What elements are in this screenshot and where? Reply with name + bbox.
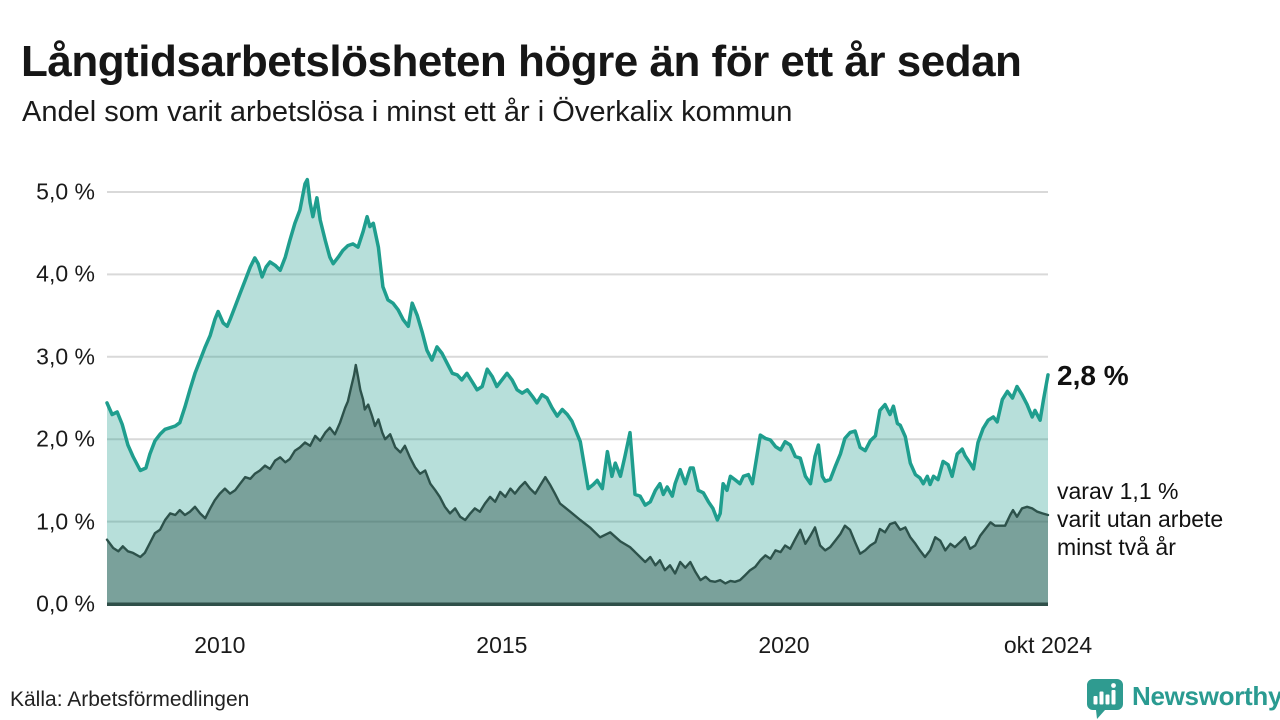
x-tick-label: 2010 — [194, 632, 246, 658]
y-tick-label: 4,0 % — [36, 260, 95, 287]
chart-subtitle: Andel som varit arbetslösa i minst ett å… — [22, 96, 793, 128]
newsworthy-logo: Newsworthy — [1084, 677, 1280, 719]
annotation-line: varit utan arbete — [1057, 506, 1224, 532]
y-tick-label: 5,0 % — [36, 178, 95, 205]
annotation-line: varav 1,1 % — [1057, 478, 1179, 504]
area-secondary — [107, 365, 1048, 604]
y-tick-label: 0,0 % — [36, 590, 95, 617]
series-primary-end-value: 2,8 % — [1057, 360, 1129, 391]
y-tick-label: 1,0 % — [36, 508, 95, 535]
newsworthy-icon — [1087, 679, 1123, 719]
line-primary — [105, 177, 1050, 522]
line-secondary — [105, 363, 1050, 585]
source-note: Källa: Arbetsförmedlingen — [10, 688, 250, 711]
y-tick-label: 3,0 % — [36, 343, 95, 370]
annotation-line: minst två år — [1057, 534, 1176, 560]
area-primary — [107, 179, 1048, 604]
y-tick-label: 2,0 % — [36, 425, 95, 452]
series-secondary-end-label: varav 1,1 % varit utan arbete minst två … — [1057, 477, 1223, 561]
x-tick-label: 2020 — [758, 632, 810, 658]
x-tick-label: okt 2024 — [1003, 632, 1093, 658]
page-title: Långtidsarbetslösheten högre än för ett … — [21, 37, 1022, 87]
newsworthy-wordmark: Newsworthy — [1132, 680, 1280, 711]
x-tick-label: 2015 — [476, 632, 528, 658]
x-axis-baseline — [107, 602, 1048, 606]
